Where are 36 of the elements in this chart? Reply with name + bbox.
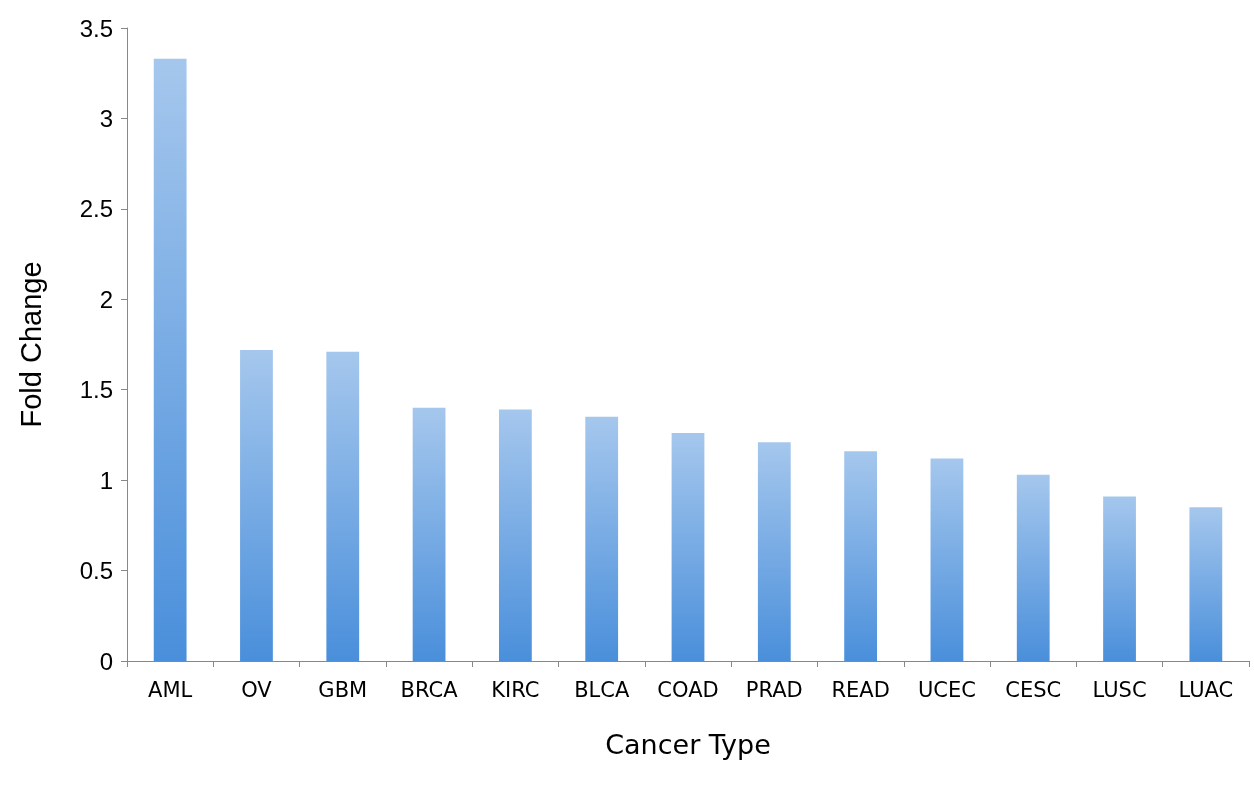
bar (671, 433, 705, 661)
bar (1189, 507, 1223, 661)
x-tick-label: BRCA (400, 677, 459, 702)
x-tick-label: READ (831, 677, 890, 702)
x-tick-label: CESC (1005, 677, 1062, 702)
x-tick-label: LUSC (1092, 677, 1147, 702)
bar (498, 409, 532, 661)
bar (153, 58, 187, 661)
x-axis-title: Cancer Type (605, 729, 771, 760)
x-tick-label: AML (148, 677, 193, 702)
y-tick-label: 0.5 (79, 557, 113, 585)
x-tick-label: LUAC (1178, 677, 1234, 702)
bar (326, 351, 360, 661)
bar (1103, 496, 1136, 661)
bar (930, 458, 964, 661)
x-tick-label: GBM (318, 677, 368, 702)
x-tick-label: PRAD (745, 677, 803, 702)
x-tick-label: COAD (657, 677, 719, 702)
y-tick-label: 3.5 (79, 14, 113, 42)
bar (844, 451, 878, 661)
bar (240, 349, 273, 661)
y-tick-label: 0 (99, 647, 113, 675)
bar (412, 407, 446, 661)
x-tick-label: KIRC (491, 677, 540, 702)
y-tick-label: 2.5 (79, 195, 113, 223)
y-tick-label: 1.5 (79, 376, 113, 404)
x-tick-label: BLCA (574, 677, 630, 702)
bar (1016, 474, 1050, 661)
y-axis-title: Fold Change (14, 261, 47, 428)
y-tick-label: 2 (99, 285, 113, 313)
x-tick-label: UCEC (917, 677, 976, 702)
y-tick-label: 3 (99, 104, 113, 132)
bar (757, 442, 791, 661)
y-tick-label: 1 (99, 466, 113, 494)
x-tick-label: OV (241, 677, 273, 702)
bar (585, 416, 619, 661)
